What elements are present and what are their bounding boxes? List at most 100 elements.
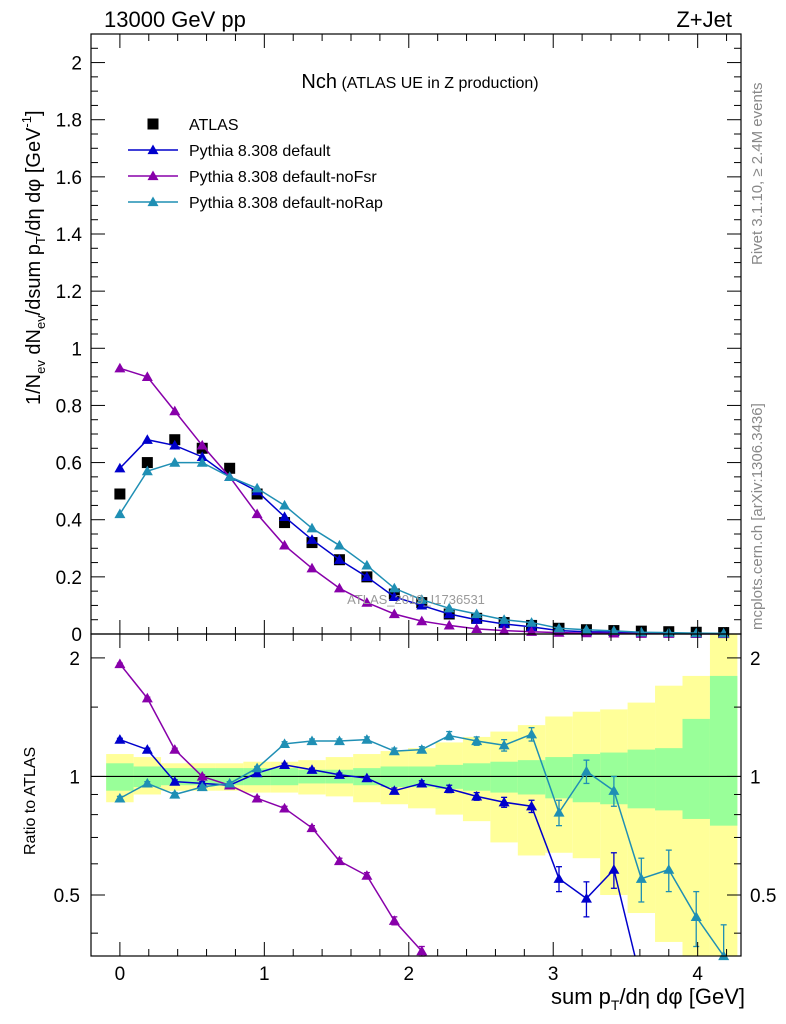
legend-label: ATLAS: [189, 117, 239, 134]
main-series-point: [169, 457, 181, 467]
ratio-series-point: [388, 915, 400, 925]
ratio-series-segment: [147, 782, 176, 796]
ratio-series-point: [141, 692, 153, 703]
main-series-point: [224, 471, 236, 481]
main-series-point: [361, 559, 373, 570]
band-inner-bin: [682, 718, 710, 819]
ratio-series-point: [251, 762, 263, 773]
ratio-series-point: [416, 945, 428, 956]
main-y-tick-label: 0.8: [56, 396, 82, 417]
analysis-watermark: ATLAS_2019_I1736531: [347, 592, 485, 607]
energy-label: 13000 GeV pp: [104, 7, 246, 32]
legend-entry-2: Pythia 8.308 default-noFsr: [128, 169, 377, 186]
band-inner-bin: [709, 675, 738, 826]
main-series-point: [443, 608, 455, 619]
band-inner-bin: [545, 757, 573, 799]
ratio-series-segment: [695, 916, 725, 957]
ratio-series-line: [119, 663, 427, 957]
ratio-series-segment: [393, 920, 423, 952]
atlas-data-point: [224, 462, 236, 474]
main-series-point: [361, 571, 373, 581]
ratio-series-point: [279, 738, 291, 748]
main-y-tick-label: 2: [71, 54, 82, 75]
ratio-series-point: [251, 767, 263, 778]
ratio-series-point: [580, 765, 592, 776]
ratio-series-segment: [668, 869, 697, 918]
main-series-point: [306, 522, 318, 533]
plot-title-main: Nch: [301, 71, 337, 93]
ratio-series-point: [416, 777, 428, 788]
main-series-point: [196, 451, 208, 461]
ratio-series-segment: [174, 786, 203, 796]
ratio-series-segment: [256, 797, 285, 810]
ratio-series-segment: [174, 780, 203, 785]
main-series-point: [443, 619, 455, 630]
svg-text:sum pT/dη dφ [GeV]: sum pT/dη dφ [GeV]: [551, 984, 745, 1013]
ratio-series-1: [114, 658, 428, 957]
ratio-series-segment: [504, 801, 532, 808]
main-series-point: [388, 608, 400, 619]
main-series-point: [498, 625, 510, 635]
main-series-point: [114, 508, 126, 519]
ratio-series-point: [169, 788, 181, 799]
ratio-series-point: [663, 864, 675, 874]
main-series-point: [471, 614, 483, 624]
ratio-series-segment: [174, 749, 203, 777]
main-series-3: [114, 457, 730, 638]
ratio-series-point: [690, 911, 702, 921]
ratio-series-segment: [613, 869, 636, 957]
ratio-series-point: [471, 735, 483, 746]
ratio-panel-frame: [90, 633, 742, 957]
ratio-series-point: [114, 658, 126, 669]
ratio-series-point: [526, 800, 538, 811]
main-series-point: [169, 439, 181, 450]
main-series-point: [279, 539, 291, 550]
main-y-tick-label: 0.4: [56, 511, 83, 532]
ratio-y-tick-label-left: 2: [69, 649, 80, 670]
ratio-series-segment: [202, 782, 230, 786]
ratio-series-point: [443, 730, 455, 740]
mcplots-label: mcplots.cern.ch [arXiv:1306.3436]: [749, 403, 766, 630]
main-series-point: [114, 362, 126, 373]
atlas-data-point: [279, 517, 291, 529]
ratio-series-point: [169, 744, 181, 754]
legend-marker: [147, 170, 159, 181]
legend-marker: [147, 118, 159, 130]
ratio-series-segment: [613, 790, 643, 879]
main-series-point: [251, 482, 263, 493]
main-series-point: [251, 508, 263, 519]
plot-subtitle: (ATLAS UE in Z production): [341, 75, 538, 92]
main-y-tick-label: 0: [71, 625, 82, 646]
ratio-series-point: [333, 769, 345, 779]
x-tick-label: 2: [403, 964, 414, 985]
ratio-series-2: [114, 727, 730, 961]
main-series-point: [306, 534, 318, 544]
ratio-series-segment: [119, 738, 148, 751]
ratio-series-segment: [476, 740, 505, 747]
main-series-point: [471, 608, 483, 619]
ratio-series-point: [251, 792, 263, 803]
ratio-series-segment: [449, 734, 477, 742]
main-series-point: [141, 371, 153, 381]
legend-label: Pythia 8.308 default-noFsr: [189, 169, 377, 186]
main-series-point: [443, 602, 455, 613]
ratio-series-segment: [339, 774, 367, 779]
ratio-series-point: [196, 770, 208, 781]
ratio-series-point: [114, 734, 126, 744]
ratio-series-point: [361, 772, 373, 783]
ratio-y-tick-label-right: 0.5: [750, 886, 776, 907]
ratio-series-point: [224, 777, 236, 788]
plot-title: Nch (ATLAS UE in Z production): [301, 71, 538, 93]
legend-entry-1: Pythia 8.308 default: [128, 143, 331, 160]
main-y-tick-label: 1.6: [56, 168, 82, 189]
ratio-series-point: [141, 744, 153, 754]
ratio-y-tick-label-left: 0.5: [54, 886, 80, 907]
ratio-series-segment: [421, 782, 450, 790]
x-tick-label: 4: [692, 964, 703, 985]
ratio-series-point: [526, 728, 538, 739]
main-y-tick-label: 1.8: [56, 111, 82, 132]
main-series-point: [196, 457, 208, 467]
main-series-point: [553, 622, 565, 633]
rivet-version-label: Rivet 3.1.10, ≥ 2.4M events: [749, 83, 766, 266]
